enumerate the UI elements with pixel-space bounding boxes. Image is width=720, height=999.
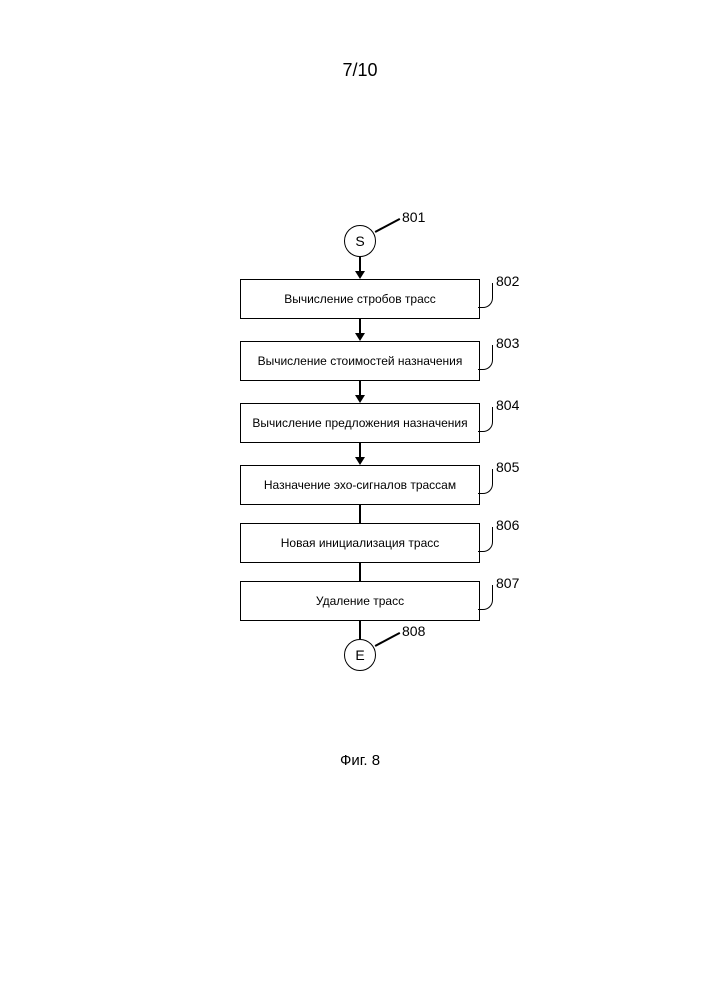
flow-node-805: Назначение эхо-сигналов трассам805 bbox=[150, 465, 570, 505]
ref-lead-curve bbox=[478, 345, 493, 370]
arrow-line bbox=[359, 443, 361, 457]
flow-node-801: S801 bbox=[150, 225, 570, 257]
terminal-s: S bbox=[344, 225, 376, 257]
ref-label: 806 bbox=[496, 517, 519, 533]
ref-lead-line bbox=[375, 218, 400, 232]
arrow-head-icon bbox=[355, 271, 365, 279]
arrow-head-icon bbox=[355, 457, 365, 465]
flow-node-802: Вычисление стробов трасс802 bbox=[150, 279, 570, 319]
ref-label: 803 bbox=[496, 335, 519, 351]
flow-node-807: Удаление трасс807 bbox=[150, 581, 570, 621]
process-box: Новая инициализация трасс bbox=[240, 523, 480, 563]
arrow-line bbox=[359, 381, 361, 395]
ref-lead-curve bbox=[478, 585, 493, 610]
process-box: Вычисление стоимостей назначения bbox=[240, 341, 480, 381]
ref-label: 801 bbox=[402, 209, 425, 225]
ref-label: 804 bbox=[496, 397, 519, 413]
process-box: Вычисление стробов трасс bbox=[240, 279, 480, 319]
ref-lead-curve bbox=[478, 283, 493, 308]
connector-line bbox=[359, 621, 361, 639]
flow-node-808: E808 bbox=[150, 639, 570, 671]
ref-lead-curve bbox=[478, 407, 493, 432]
ref-lead-line bbox=[375, 632, 400, 646]
figure-caption: Фиг. 8 bbox=[340, 752, 380, 769]
ref-label: 808 bbox=[402, 623, 425, 639]
page-number: 7/10 bbox=[342, 60, 377, 81]
ref-lead-curve bbox=[478, 469, 493, 494]
arrow-head-icon bbox=[355, 333, 365, 341]
flow-node-804: Вычисление предложения назначения804 bbox=[150, 403, 570, 443]
arrow-line bbox=[359, 257, 361, 271]
flow-node-803: Вычисление стоимостей назначения803 bbox=[150, 341, 570, 381]
ref-lead-curve bbox=[478, 527, 493, 552]
terminal-e: E bbox=[344, 639, 376, 671]
process-box: Назначение эхо-сигналов трассам bbox=[240, 465, 480, 505]
ref-label: 805 bbox=[496, 459, 519, 475]
process-box: Вычисление предложения назначения bbox=[240, 403, 480, 443]
ref-label: 807 bbox=[496, 575, 519, 591]
ref-label: 802 bbox=[496, 273, 519, 289]
flowchart-container: S801Вычисление стробов трасс802Вычислени… bbox=[150, 225, 570, 671]
connector-line bbox=[359, 563, 361, 581]
connector-line bbox=[359, 505, 361, 523]
arrow-line bbox=[359, 319, 361, 333]
arrow-head-icon bbox=[355, 395, 365, 403]
process-box: Удаление трасс bbox=[240, 581, 480, 621]
flow-node-806: Новая инициализация трасс806 bbox=[150, 523, 570, 563]
